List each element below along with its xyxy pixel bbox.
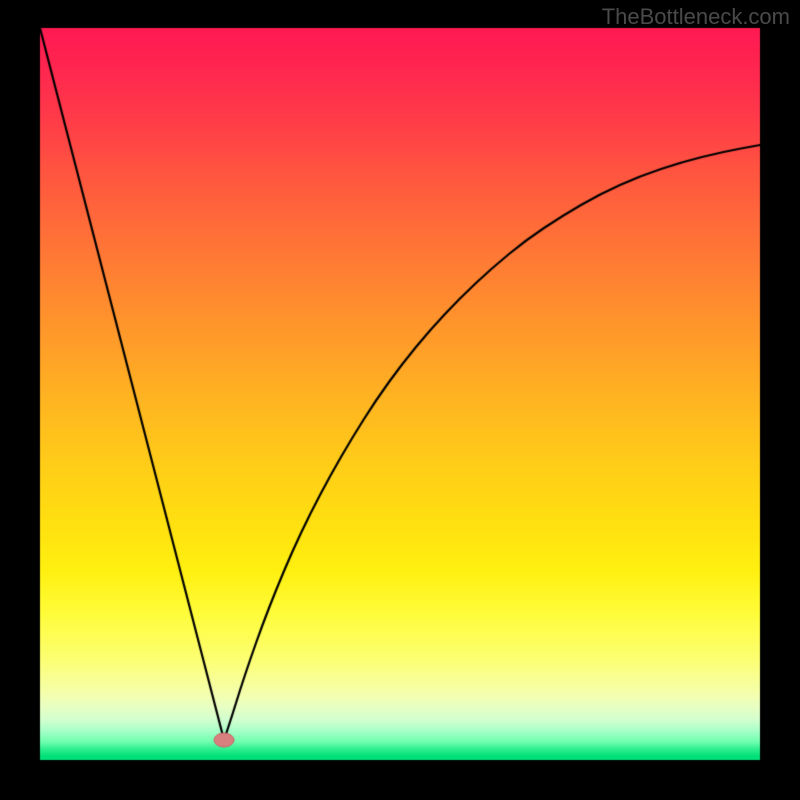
watermark-text: TheBottleneck.com (602, 4, 790, 30)
bottleneck-chart-canvas (0, 0, 800, 800)
chart-container: TheBottleneck.com (0, 0, 800, 800)
